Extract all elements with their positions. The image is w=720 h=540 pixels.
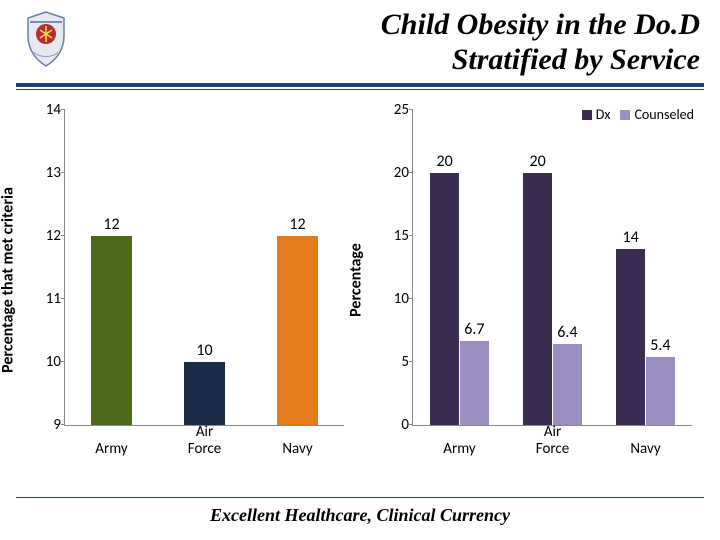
footer-tagline: Excellent Healthcare, Clinical Currency <box>0 505 720 526</box>
ytick-mark <box>61 172 65 173</box>
ytick-mark <box>409 424 413 425</box>
title-line-1: Child Obesity in the Do.D <box>84 8 700 43</box>
ytick: 11 <box>31 290 61 308</box>
ytick-mark <box>409 361 413 362</box>
ytick-mark <box>61 298 65 299</box>
bar-value: 12 <box>268 215 328 234</box>
ylabel-left: Percentage that met criteria <box>0 187 18 373</box>
ytick: 20 <box>379 164 409 182</box>
chart-dx-counseled: Percentage DxCounseled 0510152025ArmyAir… <box>360 100 700 460</box>
xlabel: Army <box>443 441 475 458</box>
bar-value: 20 <box>508 152 568 171</box>
ytick-mark <box>61 235 65 236</box>
bar-value: 6.7 <box>444 320 504 339</box>
ytick: 10 <box>379 290 409 308</box>
title-line-2: Stratified by Service <box>84 43 700 78</box>
ytick: 5 <box>379 353 409 371</box>
ytick: 13 <box>31 164 61 182</box>
ytick: 0 <box>379 416 409 434</box>
bar <box>553 344 583 425</box>
bar <box>430 173 460 425</box>
bar-value: 20 <box>415 152 475 171</box>
ytick: 12 <box>31 227 61 245</box>
bar-value: 5.4 <box>630 336 690 355</box>
ylabel-right: Percentage <box>347 243 366 317</box>
plot-area-left: 91011121314ArmyAirForceNavy121012 <box>64 110 344 426</box>
ytick-mark <box>61 424 65 425</box>
ytick-mark <box>61 109 65 110</box>
page-title: Child Obesity in the Do.D Stratified by … <box>84 8 704 77</box>
bar-value: 10 <box>175 341 235 360</box>
ytick: 25 <box>379 101 409 119</box>
xlabel: AirForce <box>188 424 221 457</box>
ytick-mark <box>409 109 413 110</box>
ytick-mark <box>61 361 65 362</box>
ytick: 14 <box>31 101 61 119</box>
bar <box>460 341 490 425</box>
title-rule-thick <box>16 83 704 87</box>
chart-met-criteria: Percentage that met criteria 91011121314… <box>12 100 352 460</box>
ytick: 10 <box>31 353 61 371</box>
bar <box>91 236 133 425</box>
bar <box>184 362 226 425</box>
footer-rule <box>16 497 704 498</box>
plot-area-right: 0510152025ArmyAirForceNavy206.7206.4145.… <box>412 110 692 426</box>
ytick: 9 <box>31 416 61 434</box>
xlabel: Navy <box>282 441 312 458</box>
bar-value: 6.4 <box>537 323 597 342</box>
xlabel: Army <box>95 441 127 458</box>
bar <box>277 236 319 425</box>
bar-value: 14 <box>601 228 661 247</box>
bar <box>523 173 553 425</box>
xlabel: AirForce <box>536 424 569 457</box>
ytick-mark <box>409 298 413 299</box>
ytick-mark <box>409 235 413 236</box>
ytick: 15 <box>379 227 409 245</box>
af-medical-emblem <box>16 8 76 68</box>
bar-value: 12 <box>82 215 142 234</box>
bar <box>646 357 676 425</box>
xlabel: Navy <box>630 441 660 458</box>
ytick-mark <box>409 172 413 173</box>
